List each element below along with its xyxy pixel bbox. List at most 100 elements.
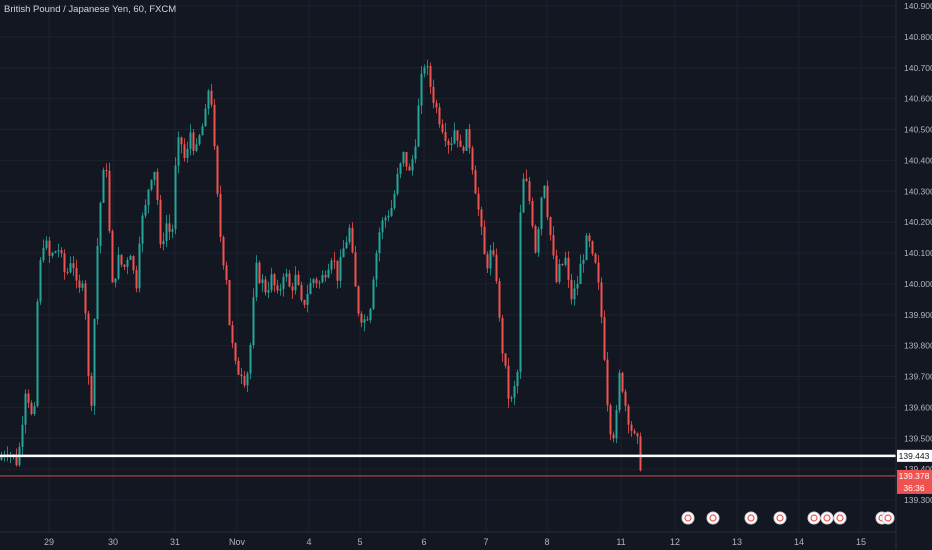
candle-body xyxy=(174,165,177,230)
candle-body xyxy=(90,375,93,406)
candle-body xyxy=(237,360,240,375)
candle-body xyxy=(507,365,510,399)
candle-body xyxy=(528,181,531,201)
event-circle xyxy=(833,511,847,525)
x-tick-label: 7 xyxy=(483,537,488,547)
candle-body xyxy=(336,260,339,281)
event-icon xyxy=(836,514,844,522)
event-marker[interactable] xyxy=(773,511,787,525)
candle-body xyxy=(30,402,33,414)
event-marker[interactable] xyxy=(706,511,720,525)
y-tick-label: 139.300 xyxy=(904,495,932,505)
last-price-label: 139.378 xyxy=(899,471,930,481)
x-tick-label: 13 xyxy=(732,537,742,547)
candle-body xyxy=(114,278,117,283)
event-marker[interactable] xyxy=(820,511,834,525)
candle-body xyxy=(285,273,288,277)
candle-body xyxy=(150,179,153,190)
candle-body xyxy=(330,260,333,270)
y-tick-label: 139.600 xyxy=(904,402,932,412)
event-marker[interactable] xyxy=(744,511,758,525)
event-icon xyxy=(776,514,784,522)
event-circle xyxy=(681,511,695,525)
event-marker[interactable] xyxy=(807,511,821,525)
candle-body xyxy=(534,226,537,253)
candle-body xyxy=(402,152,405,164)
y-tick-label: 140.800 xyxy=(904,32,932,42)
x-tick-label: 5 xyxy=(357,537,362,547)
candle-body xyxy=(183,144,186,158)
y-tick-label: 139.700 xyxy=(904,372,932,382)
candle-body xyxy=(471,147,474,171)
candle-body xyxy=(21,424,24,447)
price-labels: 139.443 139.378 36:36 xyxy=(897,449,932,494)
y-tick-label: 140.400 xyxy=(904,155,932,165)
candle-body xyxy=(105,169,108,171)
x-tick-label: 31 xyxy=(170,537,180,547)
candle-body xyxy=(411,159,414,171)
candle-body xyxy=(171,229,174,232)
x-tick-label: 11 xyxy=(616,537,625,547)
candle-body xyxy=(390,208,393,216)
candle-body xyxy=(282,276,285,289)
candle-body xyxy=(477,193,480,210)
candle-body xyxy=(435,102,438,108)
y-tick-label: 140.500 xyxy=(904,125,932,135)
candle-body xyxy=(81,283,84,288)
candle-body xyxy=(636,433,639,437)
event-marker[interactable] xyxy=(881,511,895,525)
price-axis-bg[interactable] xyxy=(896,0,932,532)
candle-body xyxy=(510,397,513,399)
candle-body xyxy=(378,232,381,254)
x-tick-label: 8 xyxy=(544,537,549,547)
y-tick-label: 139.800 xyxy=(904,341,932,351)
event-icon xyxy=(684,514,692,522)
candle-body xyxy=(600,282,603,318)
candle-body xyxy=(369,309,372,321)
event-circle xyxy=(807,511,821,525)
candle-body xyxy=(0,456,3,460)
candle-body xyxy=(558,264,561,282)
time-axis-bg[interactable] xyxy=(0,532,896,550)
candle-body xyxy=(300,284,303,301)
candle-body xyxy=(66,271,69,273)
event-marker[interactable] xyxy=(681,511,695,525)
candle-body xyxy=(261,279,264,283)
candle-body xyxy=(603,317,606,360)
candle-body xyxy=(273,274,276,286)
candle-body xyxy=(153,171,156,180)
candle-body xyxy=(117,254,120,279)
chart-title: British Pound / Japanese Yen, 60, FXCM xyxy=(4,4,177,15)
x-tick-label: 29 xyxy=(44,537,54,547)
candle-body xyxy=(549,217,552,236)
candle-body xyxy=(144,205,147,216)
candle-body xyxy=(573,288,576,300)
candle-body xyxy=(462,146,465,151)
candle-body xyxy=(438,107,441,125)
candle-body xyxy=(444,131,447,142)
candle-body xyxy=(36,301,39,407)
candle-body xyxy=(42,247,45,261)
candle-body xyxy=(234,343,237,361)
candle-body xyxy=(618,372,621,411)
candle-body xyxy=(408,166,411,171)
countdown-label: 36:36 xyxy=(903,483,925,493)
candle-body xyxy=(141,215,144,244)
candle-body xyxy=(405,152,408,167)
candle-body xyxy=(375,253,378,280)
candle-body xyxy=(84,283,87,314)
candle-body xyxy=(267,290,270,293)
candle-body xyxy=(489,250,492,269)
y-tick-label: 140.300 xyxy=(904,186,932,196)
event-marker[interactable] xyxy=(833,511,847,525)
candle-body xyxy=(567,257,570,280)
candle-body xyxy=(399,163,402,175)
event-markers[interactable] xyxy=(681,511,895,525)
candle-body xyxy=(609,405,612,435)
x-tick-label: 15 xyxy=(856,537,866,547)
grid xyxy=(0,0,896,532)
candle-body xyxy=(210,90,213,105)
candle-body xyxy=(384,217,387,221)
candle-body xyxy=(321,274,324,283)
